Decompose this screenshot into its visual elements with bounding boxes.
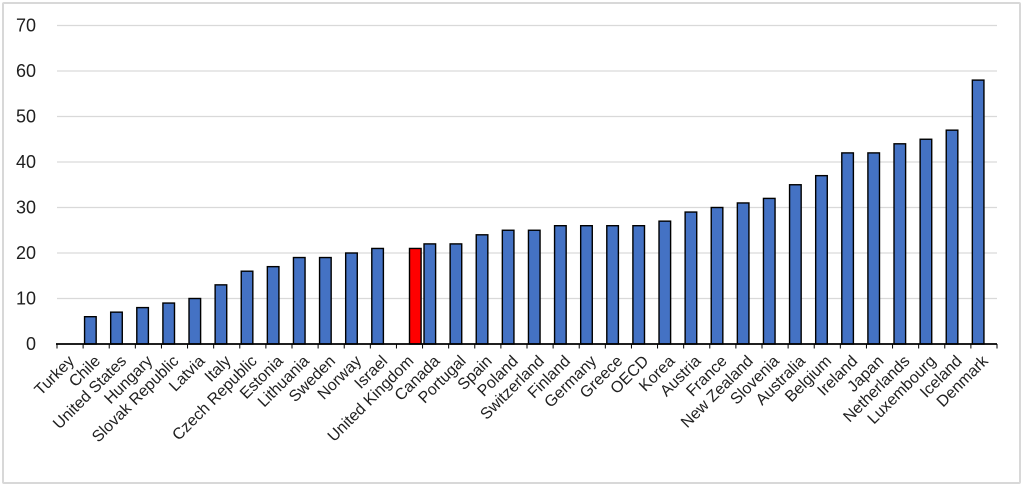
bar-united-states	[109, 311, 123, 345]
bar-oecd	[632, 224, 646, 345]
bar-slovak-republic	[162, 302, 176, 345]
bar-netherlands	[893, 143, 907, 345]
bar-israel	[371, 247, 385, 345]
bar-united-kingdom-highlighted	[408, 247, 422, 345]
bar-luxembourg	[919, 138, 933, 345]
y-axis-tick-label-50: 50	[16, 107, 36, 127]
y-axis-tick-label-40: 40	[16, 152, 36, 172]
bar-hungary	[136, 306, 150, 345]
bar-greece	[606, 224, 620, 345]
y-axis-tick-label-70: 70	[16, 16, 36, 36]
bar-estonia	[266, 265, 280, 345]
bar-denmark	[971, 79, 985, 345]
bar-korea	[658, 220, 672, 345]
bar-chile	[83, 316, 97, 345]
y-axis-tick-label-30: 30	[16, 198, 36, 218]
bar-new-zealand	[736, 202, 750, 345]
bar-spain	[475, 234, 489, 345]
bar-iceland	[945, 129, 959, 345]
bar-sweden	[318, 256, 332, 345]
y-axis-tick-label-10: 10	[16, 289, 36, 309]
y-axis-tick-label-20: 20	[16, 243, 36, 263]
bar-france	[710, 206, 724, 345]
bar-switzerland	[527, 229, 541, 345]
bar-finland	[553, 224, 567, 345]
bar-czech-republic	[240, 270, 254, 345]
bar-poland	[501, 229, 515, 345]
bar-germany	[579, 224, 593, 345]
bar-belgium	[814, 174, 828, 345]
bar-norway	[344, 252, 358, 345]
bar-lithuania	[292, 256, 306, 345]
bar-portugal	[449, 243, 463, 345]
bar-canada	[423, 243, 437, 345]
y-axis-tick-label-60: 60	[16, 61, 36, 81]
bar-austria	[684, 211, 698, 345]
bar-australia	[788, 184, 802, 345]
bar-latvia	[188, 297, 202, 345]
y-axis-tick-label-0: 0	[26, 334, 36, 354]
bar-slovenia	[762, 197, 776, 345]
bar-japan	[867, 152, 881, 345]
bar-italy	[214, 284, 228, 345]
bar-ireland	[841, 152, 855, 345]
